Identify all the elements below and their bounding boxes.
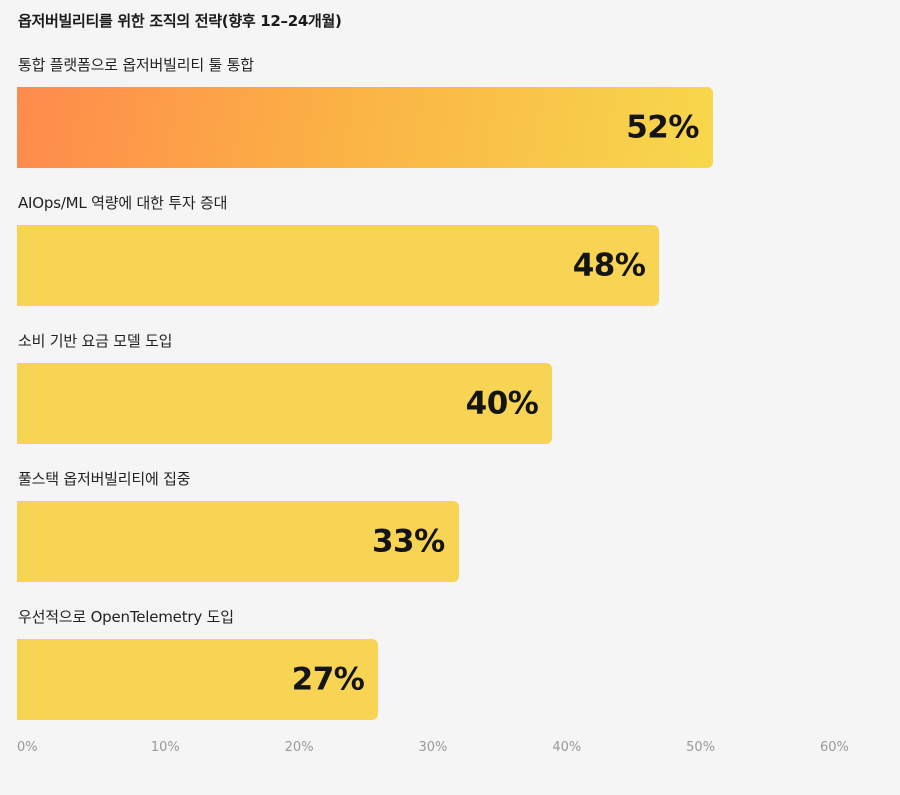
data-label: 27% [291,660,365,697]
chart-title: 옵저버빌리티를 위한 조직의 전략(향후 12–24개월) [18,12,342,30]
category-label: 풀스택 옵저버빌리티에 집중 [18,470,191,488]
data-label: 48% [572,246,646,283]
data-label: 52% [626,108,699,145]
category-label: 우선적으로 OpenTelemetry 도입 [18,608,234,626]
x-tick-label: 50% [686,740,716,755]
data-label: 33% [371,522,445,559]
x-tick-label: 20% [284,740,314,755]
bar: 40% [17,363,553,444]
category-label: AIOps/ML 역량에 대한 투자 증대 [18,194,228,212]
x-tick-label: 40% [552,740,582,755]
bar: 52% [17,87,713,168]
bar: 27% [17,639,379,720]
bar: 33% [17,501,459,582]
category-label: 통합 플랫폼으로 옵저버빌리티 툴 통합 [18,56,254,74]
x-tick-label: 0% [17,740,38,755]
x-tick-label: 10% [150,740,180,755]
category-label: 소비 기반 요금 모델 도입 [18,332,173,350]
bar: 48% [17,225,660,306]
x-tick-label: 30% [418,740,448,755]
data-label: 40% [465,384,539,421]
x-tick-label: 60% [820,740,849,755]
